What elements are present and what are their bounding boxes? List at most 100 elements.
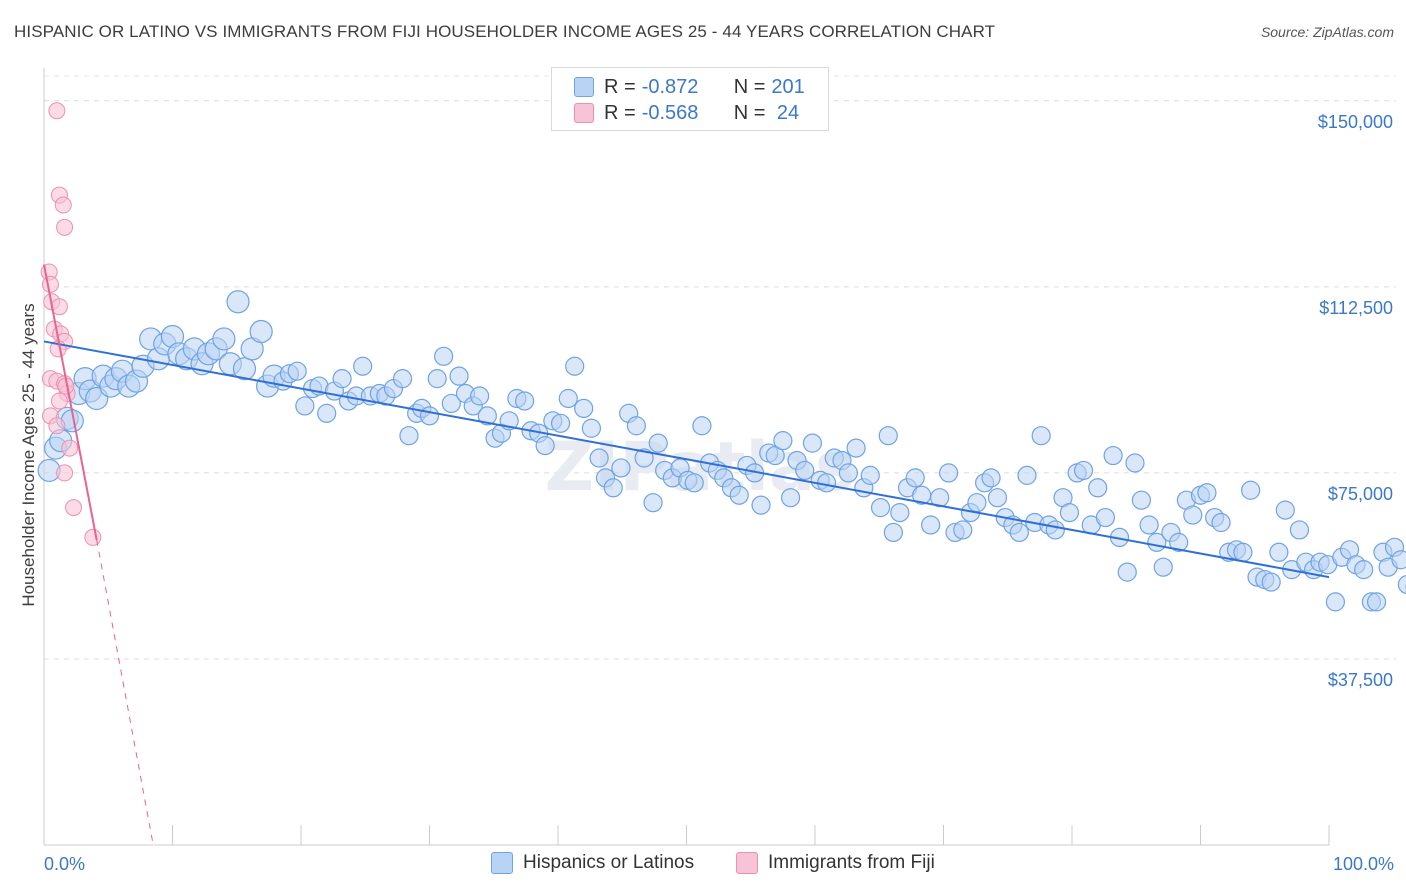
data-point-hispanic <box>317 403 337 423</box>
data-point-hispanic <box>1325 592 1346 612</box>
y-axis-title: Householder Income Ages 25 - 44 years <box>19 303 38 606</box>
data-point-hispanic <box>1211 512 1231 533</box>
data-point-fiji <box>48 102 66 120</box>
x-tick-label-max: 100.0% <box>1333 854 1394 874</box>
data-point-hispanic <box>729 485 749 505</box>
data-point-hispanic <box>589 448 609 468</box>
data-point-hispanic <box>1017 465 1037 485</box>
data-point-hispanic <box>987 488 1008 508</box>
data-point-hispanic <box>1031 426 1051 446</box>
data-point-hispanic <box>1241 480 1261 500</box>
data-point-hispanic <box>878 426 898 446</box>
data-point-hispanic <box>249 319 273 344</box>
data-point-hispanic <box>692 416 712 436</box>
data-point-hispanic <box>765 445 785 466</box>
legend-n-value: 201 <box>771 75 805 98</box>
data-point-hispanic <box>514 391 535 411</box>
data-point-hispanic <box>1261 572 1281 592</box>
y-tick-label: $112,500 <box>1319 298 1393 318</box>
y-tick-label: $75,000 <box>1328 484 1393 504</box>
legend-r-value: -0.568 <box>641 101 699 124</box>
bottom-legend-swatch-pink <box>736 852 758 874</box>
data-point-hispanic <box>287 361 307 381</box>
data-point-hispanic <box>1139 515 1159 535</box>
data-point-hispanic <box>1397 575 1406 595</box>
data-point-hispanic <box>1183 505 1203 525</box>
series-hispanics-points <box>37 290 1406 612</box>
data-point-hispanic <box>905 468 925 488</box>
data-point-hispanic <box>1095 507 1116 528</box>
bottom-legend-label: Immigrants from Fiji <box>768 852 935 873</box>
data-point-hispanic <box>883 522 903 543</box>
stats-legend: R = -0.872 N = 201 R = -0.568 N = 24 <box>551 67 829 131</box>
data-point-hispanic <box>470 386 490 406</box>
data-point-hispanic <box>232 357 257 381</box>
trend-line-hispanics <box>43 340 1330 579</box>
legend-n-label: N = <box>733 75 766 98</box>
chart-title: HISPANIC OR LATINO VS IMMIGRANTS FROM FI… <box>14 22 996 41</box>
data-point-hispanic <box>535 436 555 456</box>
legend-n-label: N = <box>733 101 766 124</box>
source-credit: Source: ZipAtlas.com <box>1260 24 1394 40</box>
legend-row-hispanics: R = -0.872 N = 201 <box>574 74 805 100</box>
axes <box>43 68 1330 846</box>
data-point-hispanic <box>427 369 447 389</box>
trend-lines <box>43 264 1330 846</box>
data-point-hispanic <box>860 465 880 485</box>
data-point-hispanic <box>1391 550 1406 570</box>
data-point-hispanic <box>967 493 987 513</box>
data-point-hispanic <box>603 478 623 498</box>
data-point-hispanic <box>1233 542 1253 562</box>
data-point-fiji <box>41 275 59 293</box>
data-point-hispanic <box>939 463 959 483</box>
data-point-hispanic <box>1117 562 1137 582</box>
data-point-hispanic <box>1269 542 1289 562</box>
data-point-hispanic <box>780 488 801 508</box>
data-point-hispanic <box>574 398 594 419</box>
data-point-fiji <box>54 196 72 214</box>
legend-r-label: R = <box>604 101 636 124</box>
data-point-hispanic <box>611 458 631 478</box>
legend-swatch-blue <box>574 77 594 97</box>
data-point-hispanic <box>477 406 497 426</box>
trend-line-fiji-extension <box>96 539 154 846</box>
data-point-hispanic <box>1153 557 1173 577</box>
y-tick-label: $37,500 <box>1328 670 1393 690</box>
data-point-hispanic <box>1059 502 1080 523</box>
data-point-fiji <box>84 528 102 546</box>
data-point-hispanic <box>1103 445 1123 466</box>
legend-swatch-pink <box>574 103 594 123</box>
data-point-hispanic <box>1131 490 1151 510</box>
data-point-hispanic <box>558 388 578 409</box>
data-point-hispanic <box>1354 560 1374 580</box>
data-point-hispanic <box>751 495 771 515</box>
data-point-fiji <box>56 218 74 236</box>
data-point-hispanic <box>870 498 891 518</box>
data-point-hispanic <box>449 366 469 386</box>
data-point-hispanic <box>419 406 440 426</box>
data-point-hispanic <box>953 520 973 540</box>
data-point-hispanic <box>981 468 1001 488</box>
data-point-fiji <box>61 439 79 457</box>
data-point-fiji <box>50 392 68 410</box>
trend-line-fiji <box>43 264 98 541</box>
y-tick-labels: $37,500 $75,000 $112,500 $150,000 <box>1318 112 1393 690</box>
data-point-hispanic <box>890 502 910 523</box>
data-point-fiji <box>48 417 66 435</box>
legend-r-label: R = <box>604 75 636 98</box>
data-point-hispanic <box>1275 500 1295 520</box>
bottom-legend-label: Hispanics or Latinos <box>523 852 695 873</box>
legend-r-value: -0.872 <box>641 75 699 98</box>
data-point-hispanic <box>1009 522 1029 543</box>
bottom-legend-fiji: Immigrants from Fiji <box>736 852 935 874</box>
data-point-hispanic <box>930 488 950 508</box>
data-point-hispanic <box>565 356 585 376</box>
data-point-hispanic <box>581 418 602 438</box>
data-point-hispanic <box>1289 520 1310 540</box>
data-point-hispanic <box>1366 592 1387 612</box>
data-point-hispanic <box>1197 483 1217 503</box>
data-point-hispanic <box>1073 460 1094 481</box>
data-point-hispanic <box>1045 520 1065 540</box>
data-point-hispanic <box>550 413 571 433</box>
